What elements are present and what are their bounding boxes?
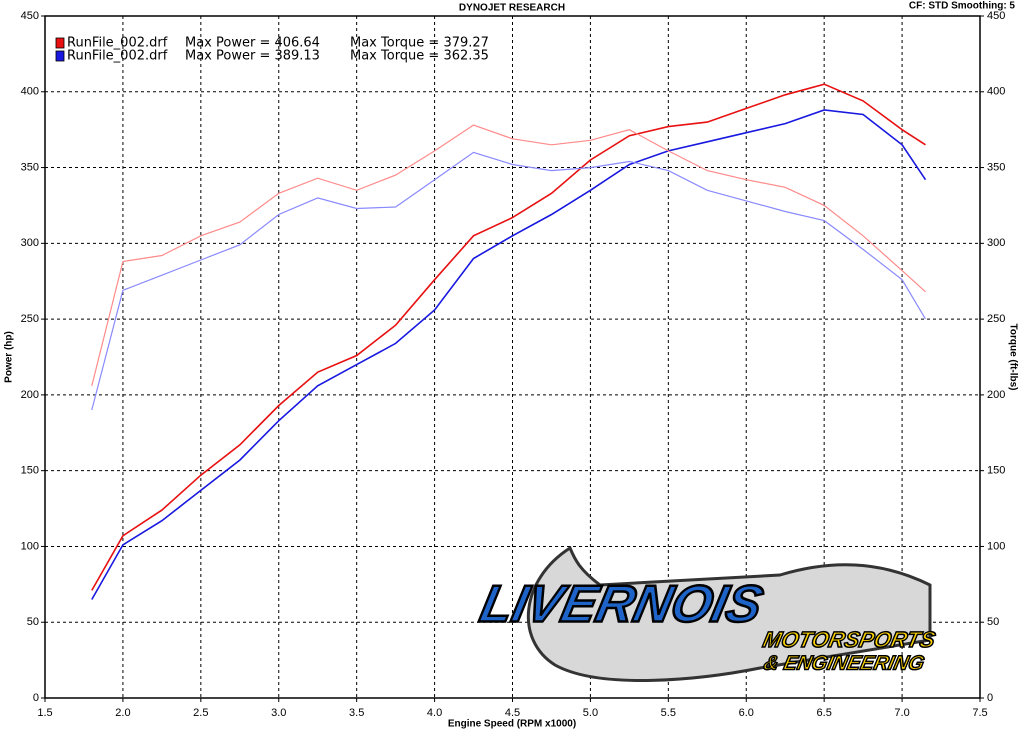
y2-tick-label: 0 — [987, 692, 993, 704]
x-tick-label: 3.5 — [349, 707, 364, 719]
x-tick-label: 2.5 — [193, 707, 208, 719]
y-tick-label: 100 — [21, 540, 39, 552]
logo-brand: LIVERNOIS — [475, 575, 768, 633]
x-tick-label: 6.5 — [817, 707, 832, 719]
legend-file: RunFile_002.drf — [67, 36, 168, 51]
y2-tick-label: 200 — [987, 389, 1005, 401]
x-tick-label: 2.0 — [115, 707, 130, 719]
logo-line1: MOTORSPORTS — [761, 627, 938, 652]
y-tick-label: 200 — [21, 389, 39, 401]
legend-swatch — [55, 37, 65, 49]
y-tick-label: 150 — [21, 465, 39, 477]
x-tick-label: 6.0 — [739, 707, 754, 719]
chart-subtitle: CF: STD Smoothing: 5 — [909, 1, 1016, 12]
x-tick-label: 5.0 — [583, 707, 598, 719]
chart-title: DYNOJET RESEARCH — [459, 3, 565, 14]
y2-tick-label: 150 — [987, 465, 1005, 477]
y-tick-label: 300 — [21, 237, 39, 249]
series-line — [91, 109, 927, 600]
legend-file: RunFile_002.drf — [67, 49, 168, 64]
logo: LIVERNOIS MOTORSPORTS & ENGINEERING — [474, 545, 938, 682]
x-tick-label: 4.5 — [505, 707, 520, 719]
legend-power: Max Power = 406.64 — [185, 36, 320, 51]
logo-line2: & ENGINEERING — [762, 652, 927, 674]
y2-tick-label: 100 — [987, 540, 1005, 552]
y-tick-label: 400 — [21, 86, 39, 98]
legend-torque: Max Torque = 379.27 — [350, 36, 489, 51]
series-line — [91, 83, 926, 591]
x-tick-label: 7.5 — [972, 707, 987, 719]
x-tick-label: 3.0 — [271, 707, 286, 719]
y2-tick-label: 300 — [987, 237, 1005, 249]
x-tick-label: 1.5 — [37, 707, 52, 719]
x-tick-label: 7.0 — [894, 707, 909, 719]
x-tick-label: 4.0 — [427, 707, 442, 719]
y-tick-label: 0 — [33, 692, 39, 704]
y-tick-label: 50 — [27, 616, 39, 628]
legend-swatch — [55, 50, 65, 62]
logo-swoosh — [526, 545, 932, 682]
y2-tick-label: 350 — [987, 161, 1005, 173]
y-tick-label: 450 — [21, 10, 39, 22]
x-axis-label: Engine Speed (RPM x1000) — [448, 719, 576, 730]
series-line — [91, 124, 926, 386]
legend-torque: Max Torque = 362.35 — [350, 49, 489, 64]
plot-frame — [44, 15, 981, 699]
legend-power: Max Power = 389.13 — [185, 49, 320, 64]
series-line — [91, 151, 927, 411]
y2-tick-label: 250 — [987, 313, 1005, 325]
y2-tick-label: 450 — [987, 10, 1005, 22]
y-tick-label: 350 — [21, 161, 39, 173]
x-tick-label: 5.5 — [661, 707, 676, 719]
y-axis-label: Power (hp) — [4, 331, 15, 383]
y2-tick-label: 400 — [987, 86, 1005, 98]
y-tick-label: 250 — [21, 313, 39, 325]
y2-axis-label: Torque (ft-lbs) — [1007, 323, 1018, 390]
y2-tick-label: 50 — [987, 616, 999, 628]
